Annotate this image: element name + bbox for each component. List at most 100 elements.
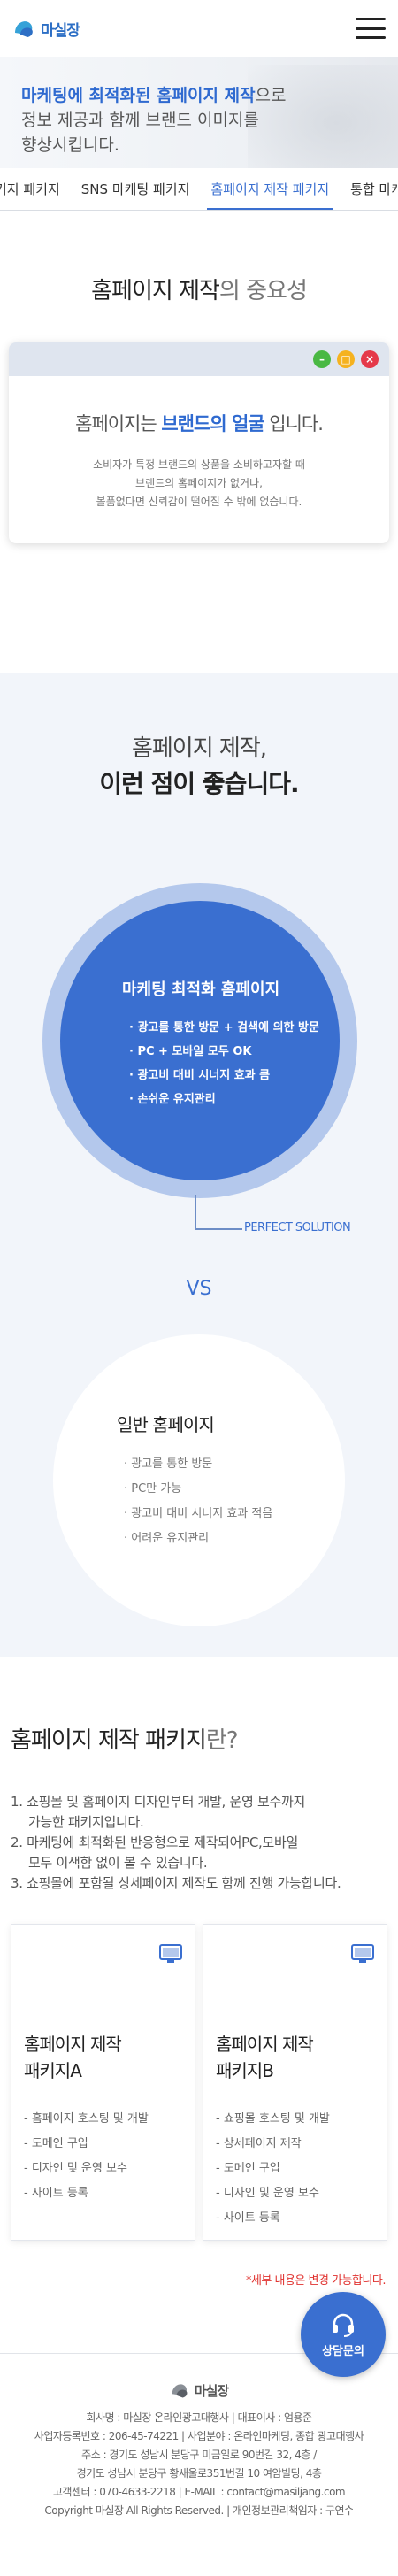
- perfect-solution-connector: [195, 1195, 207, 1230]
- list-item: - 상세페이지 제작: [216, 2137, 302, 2150]
- hero-line-2: 정보 제공과 함께 브랜드 이미지를: [21, 111, 259, 130]
- card-head-highlight: 브랜드의 얼굴: [161, 413, 264, 434]
- list-item: - 쇼핑몰 호스팅 및 개발: [216, 2112, 330, 2126]
- company-info-line: 주소 : 경기도 성남시 분당구 미금일로 90번길 32, 4층 /: [81, 2449, 317, 2461]
- browser-card-body: 홈페이지는 브랜드의 얼굴 입니다. 소비자가 특정 브랜드의 상품을 소비하고…: [9, 376, 389, 543]
- package-items: - 쇼핑몰 호스팅 및 개발 - 상세페이지 제작 - 도메인 구입 - 디자인…: [216, 2107, 374, 2231]
- company-info-line: 경기도 성남시 분당구 황새울로351번길 10 여암빌딩, 4층: [76, 2467, 322, 2480]
- card-desc-line: 볼품없다면 신뢰감이 떨어질 수 밖에 없습니다.: [96, 496, 302, 508]
- company-info-line: 회사명 : 마실장 온라인광고대행사 | 대표이사 : 엄용준: [86, 2411, 312, 2424]
- package-card-b[interactable]: 홈페이지 제작 패키지B - 쇼핑몰 호스팅 및 개발 - 상세페이지 제작 -…: [203, 1924, 387, 2241]
- hamburger-menu-icon[interactable]: [356, 18, 386, 39]
- footer-logo-text: 마실장: [194, 2382, 229, 2399]
- list-item: - 사이트 등록: [24, 2187, 88, 2200]
- list-item: · 손쉬운 유지관리: [129, 1093, 216, 1106]
- company-info-line: 고객센터 : 070-4633-2218 | E-MAIL : contact@…: [52, 2486, 346, 2498]
- browser-card-bar: – □ ×: [9, 342, 389, 376]
- card-head-post: 입니다.: [264, 413, 324, 434]
- packages-description: 1. 쇼핑몰 및 홈페이지 디자인부터 개발, 운영 보수까지 가능한 패키지입…: [11, 1792, 387, 1894]
- list-item: - 디자인 및 운영 보수: [216, 2187, 319, 2200]
- browser-card: – □ × 홈페이지는 브랜드의 얼굴 입니다. 소비자가 특정 브랜드의 상품…: [9, 342, 389, 543]
- description-line: 모두 이색함 없이 볼 수 있습니다.: [28, 1855, 208, 1871]
- marketing-homepage-inner: 마케팅 최적화 홈페이지 · 광고를 통한 방문 + 검색에 의한 방문 · P…: [60, 901, 340, 1180]
- marketing-homepage-title: 마케팅 최적화 홈페이지: [122, 980, 280, 999]
- list-item: - 도메인 구입: [216, 2162, 280, 2175]
- package-name-line-1: 홈페이지 제작: [216, 2034, 314, 2055]
- minimize-icon: –: [313, 350, 331, 368]
- packages-title: 홈페이지 제작 패키지란?: [11, 1722, 387, 1755]
- package-name: 홈페이지 제작 패키지A: [24, 2031, 182, 2084]
- description-line: 3. 쇼핑몰에 포함될 상세페이지 제작도 함께 진행 가능합니다.: [11, 1875, 341, 1891]
- package-card-a[interactable]: 홈페이지 제작 패키지A - 홈페이지 호스팅 및 개발 - 도메인 구입 - …: [11, 1924, 195, 2241]
- list-item: · PC만 가능: [124, 1482, 182, 1496]
- hero-line-1: 마케팅에 최적화된 홈페이지 제작으로: [21, 83, 377, 108]
- change-notice: *세부 내용은 변경 가능합니다.: [245, 2274, 387, 2288]
- package-cards: 홈페이지 제작 패키지A - 홈페이지 호스팅 및 개발 - 도메인 구입 - …: [11, 1924, 387, 2241]
- package-name-line-2: 패키지A: [24, 2060, 82, 2081]
- logo-icon: [15, 21, 33, 37]
- packages-section: 홈페이지 제작 패키지란? 1. 쇼핑몰 및 홈페이지 디자인부터 개발, 운영…: [0, 1657, 398, 2288]
- importance-title-light: 의 중요성: [218, 278, 308, 304]
- description-line: 가능한 패키지입니다.: [28, 1814, 144, 1830]
- hero-highlight: 마케팅에 최적화된 홈페이지 제작: [21, 86, 256, 105]
- card-headline: 홈페이지는 브랜드의 얼굴 입니다.: [27, 410, 371, 436]
- card-head-pre: 홈페이지는: [75, 413, 162, 434]
- packages-title-strong: 홈페이지 제작 패키지: [11, 1727, 207, 1754]
- card-description: 소비자가 특정 브랜드의 상품을 소비하고자할 때 브랜드의 홈페이지가 없거나…: [27, 456, 371, 511]
- package-name-line-1: 홈페이지 제작: [24, 2034, 122, 2055]
- importance-title: 홈페이지 제작의 중요성: [0, 273, 398, 305]
- contact-button[interactable]: 상담문의: [301, 2292, 386, 2377]
- hero-line-3: 향상시킵니다.: [21, 135, 119, 155]
- benefits-title-line-1: 홈페이지 제작,: [131, 735, 267, 762]
- company-info-line: Copyright 마실장 All Rights Reserved. | 개인정…: [44, 2504, 354, 2517]
- normal-homepage-circle: 일반 홈페이지 · 광고를 통한 방문 · PC만 가능 · 광고비 대비 시너…: [53, 1334, 345, 1626]
- perfect-solution-connector-line: [207, 1228, 242, 1230]
- list-item: · 광고비 대비 시너지 효과 큼: [129, 1069, 271, 1082]
- logo-icon: [172, 2384, 188, 2398]
- list-item: · PC + 모바일 모두 OK: [129, 1045, 252, 1058]
- package-name-line-2: 패키지B: [216, 2060, 274, 2081]
- packages-title-light: 란?: [205, 1727, 239, 1754]
- close-icon: ×: [361, 350, 379, 368]
- importance-section: 홈페이지 제작의 중요성 – □ × 홈페이지는 브랜드의 얼굴 입니다. 소비…: [0, 211, 398, 543]
- monitor-icon: [159, 1944, 182, 1963]
- hero-line-1-rest: 으로: [255, 86, 287, 105]
- normal-homepage-title: 일반 홈페이지: [117, 1414, 215, 1435]
- normal-homepage-list: · 광고를 통한 방문 · PC만 가능 · 광고비 대비 시너지 효과 적음 …: [124, 1452, 345, 1551]
- list-item: · 광고를 통한 방문: [124, 1457, 213, 1471]
- package-tabs: 키지 패키지 SNS 마케팅 패키지 홈페이지 제작 패키지 통합 마케팅: [0, 168, 398, 211]
- tab-homepage-package[interactable]: 홈페이지 제작 패키지: [200, 168, 340, 210]
- footer-logo: 마실장: [170, 2380, 229, 2400]
- description-line: 2. 마케팅에 최적화된 반응형으로 제작되어PC,모바일: [11, 1834, 298, 1850]
- benefits-section: 홈페이지 제작, 이런 점이 좋습니다. 마케팅 최적화 홈페이지 · 광고를 …: [0, 673, 398, 1657]
- company-info: 회사명 : 마실장 온라인광고대행사 | 대표이사 : 엄용준 사업자등록번호 …: [0, 2409, 398, 2520]
- tab-integrated-marketing[interactable]: 통합 마케팅: [350, 181, 398, 197]
- list-item: - 도메인 구입: [24, 2137, 88, 2150]
- maximize-icon: □: [337, 350, 355, 368]
- site-footer: 상담문의 마실장 회사명 : 마실장 온라인광고대행사 | 대표이사 : 엄용준…: [0, 2292, 398, 2569]
- list-item: - 홈페이지 호스팅 및 개발: [24, 2112, 149, 2126]
- vs-label: VS: [186, 1278, 212, 1300]
- monitor-icon: [351, 1944, 374, 1963]
- package-items: - 홈페이지 호스팅 및 개발 - 도메인 구입 - 디자인 및 운영 보수 -…: [24, 2107, 182, 2206]
- card-desc-line: 소비자가 특정 브랜드의 상품을 소비하고자할 때: [93, 458, 305, 471]
- list-item: · 광고를 통한 방문 + 검색에 의한 방문: [129, 1021, 319, 1034]
- company-info-line: 사업자등록번호 : 206-45-74221 | 사업분야 : 온라인마케팅, …: [34, 2430, 364, 2442]
- logo-text: 마실장: [41, 21, 80, 40]
- list-item: - 디자인 및 운영 보수: [24, 2162, 127, 2175]
- list-item: · 어려운 유지관리: [124, 1532, 210, 1545]
- hero-banner: 마케팅에 최적화된 홈페이지 제작으로 정보 제공과 함께 브랜드 이미지를 향…: [0, 57, 398, 168]
- site-header: 마실장: [0, 0, 398, 57]
- contact-button-label: 상담문의: [322, 2344, 364, 2358]
- site-logo[interactable]: 마실장: [12, 17, 80, 40]
- headset-icon: [333, 2313, 354, 2337]
- tab-package-prev[interactable]: 키지 패키지: [0, 181, 60, 197]
- package-name: 홈페이지 제작 패키지B: [216, 2031, 374, 2084]
- benefits-title-line-2: 이런 점이 좋습니다.: [99, 769, 299, 798]
- perfect-solution-label: PERFECT SOLUTION: [244, 1221, 351, 1234]
- list-item: · 광고비 대비 시너지 효과 적음: [124, 1507, 273, 1520]
- card-desc-line: 브랜드의 홈페이지가 없거나,: [135, 477, 263, 489]
- marketing-homepage-list: · 광고를 통한 방문 + 검색에 의한 방문 · PC + 모바일 모두 OK…: [129, 1016, 340, 1111]
- marketing-homepage-circle: 마케팅 최적화 홈페이지 · 광고를 통한 방문 + 검색에 의한 방문 · P…: [42, 883, 357, 1198]
- tab-sns-marketing[interactable]: SNS 마케팅 패키지: [80, 181, 190, 197]
